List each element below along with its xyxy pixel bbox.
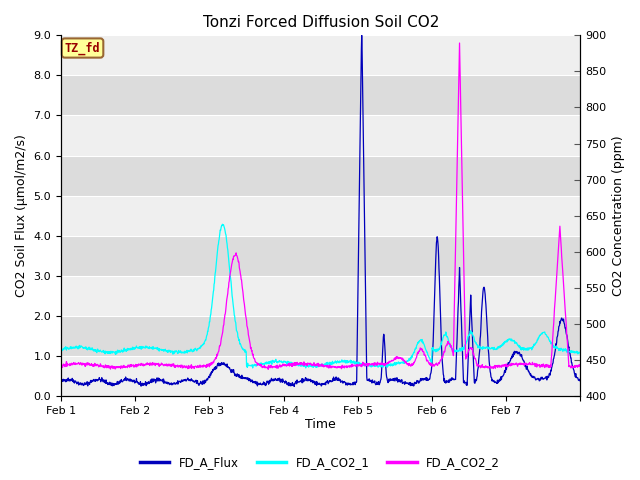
Bar: [61, 195, 580, 236]
Bar: [61, 156, 580, 195]
Title: Tonzi Forced Diffusion Soil CO2: Tonzi Forced Diffusion Soil CO2: [202, 15, 439, 30]
Bar: [61, 316, 580, 356]
Bar: [61, 75, 580, 116]
Legend: FD_A_Flux, FD_A_CO2_1, FD_A_CO2_2: FD_A_Flux, FD_A_CO2_1, FD_A_CO2_2: [135, 452, 505, 474]
Bar: [61, 276, 580, 316]
Bar: [61, 116, 580, 156]
Text: TZ_fd: TZ_fd: [65, 41, 100, 55]
Bar: [61, 236, 580, 276]
Y-axis label: CO2 Soil Flux (μmol/m2/s): CO2 Soil Flux (μmol/m2/s): [15, 134, 28, 297]
Y-axis label: CO2 Concentration (ppm): CO2 Concentration (ppm): [612, 135, 625, 296]
Bar: [61, 356, 580, 396]
Bar: [61, 36, 580, 75]
X-axis label: Time: Time: [305, 419, 336, 432]
